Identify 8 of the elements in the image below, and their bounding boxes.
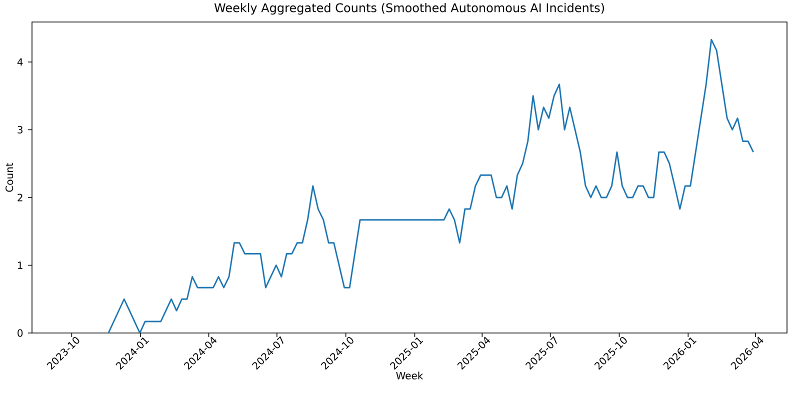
chart-title: Weekly Aggregated Counts (Smoothed Autonomous AI Incidents) (214, 3, 604, 15)
y-tick-label: 4 (17, 58, 23, 66)
x-axis-title: Week (396, 372, 424, 380)
y-axis-title: Count (6, 162, 14, 192)
y-tick-label: 1 (18, 262, 22, 269)
y-tick-label: 0 (18, 329, 23, 337)
y-tick-label: 3 (18, 126, 22, 134)
y-tick-label: 2 (18, 194, 22, 202)
